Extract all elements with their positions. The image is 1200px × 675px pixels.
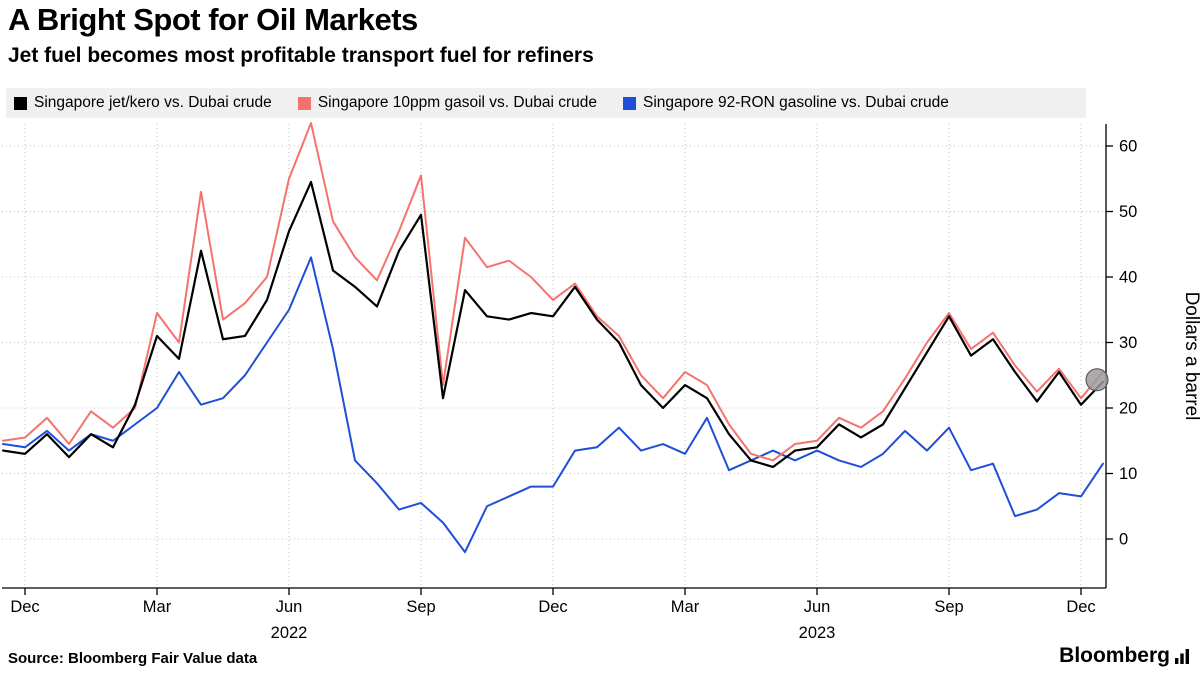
legend-label-gasoline: Singapore 92-RON gasoline vs. Dubai crud…	[642, 94, 949, 111]
x-tick-label: Jun	[276, 598, 303, 616]
y-tick-label: 10	[1119, 465, 1137, 483]
y-tick-label: 50	[1119, 203, 1137, 221]
line-chart: Dec Mar Jun Sep Dec Mar Jun Sep Dec 0 10 20 30 40 50 60…	[1, 122, 1200, 642]
legend: Singapore jet/kero vs. Dubai crude Singa…	[6, 88, 1086, 118]
source-note: Source: Bloomberg Fair Value data	[8, 650, 258, 667]
x-tick-label: Jun	[804, 598, 831, 616]
legend-item-gasoline: Singapore 92-RON gasoline vs. Dubai crud…	[622, 94, 949, 112]
x-tick-label: Sep	[934, 598, 963, 616]
chart-bars-icon	[1175, 648, 1189, 664]
y-tick-label: 30	[1119, 334, 1137, 352]
legend-label-jet-kero: Singapore jet/kero vs. Dubai crude	[34, 94, 272, 111]
legend-swatch-blue	[622, 96, 636, 110]
x-tick-label: Mar	[671, 598, 700, 616]
x-tick-label: Dec	[538, 598, 567, 616]
x-tick-label: Dec	[10, 598, 39, 616]
latest-point-marker	[1085, 368, 1109, 392]
y-axis-title: Dollars a barrel	[1181, 292, 1200, 421]
y-tick-label: 40	[1119, 269, 1137, 287]
x-tick-label: Dec	[1066, 598, 1095, 616]
bloomberg-logo-text: Bloomberg	[1059, 644, 1170, 667]
chart-subtitle: Jet fuel becomes most profitable transpo…	[8, 44, 594, 67]
year-label: 2022	[271, 624, 308, 642]
y-tick-label: 60	[1119, 138, 1137, 156]
legend-item-gasoil: Singapore 10ppm gasoil vs. Dubai crude	[297, 94, 597, 112]
legend-swatch-red	[297, 96, 311, 110]
series-line-0	[1, 180, 1105, 469]
x-tick-label: Mar	[143, 598, 172, 616]
y-tick-label: 0	[1119, 531, 1128, 549]
x-tick-label: Sep	[406, 598, 435, 616]
chart-title: A Bright Spot for Oil Markets	[8, 2, 418, 37]
series-line-1	[2, 122, 1104, 462]
y-tick-label: 20	[1119, 400, 1137, 418]
legend-label-gasoil: Singapore 10ppm gasoil vs. Dubai crude	[317, 94, 597, 111]
year-label: 2023	[799, 624, 836, 642]
legend-swatch-black	[14, 96, 27, 110]
legend-item-jet-kero: Singapore jet/kero vs. Dubai crude	[14, 94, 272, 112]
bloomberg-logo: Bloomberg	[1059, 644, 1190, 668]
series-line-2	[2, 256, 1104, 554]
